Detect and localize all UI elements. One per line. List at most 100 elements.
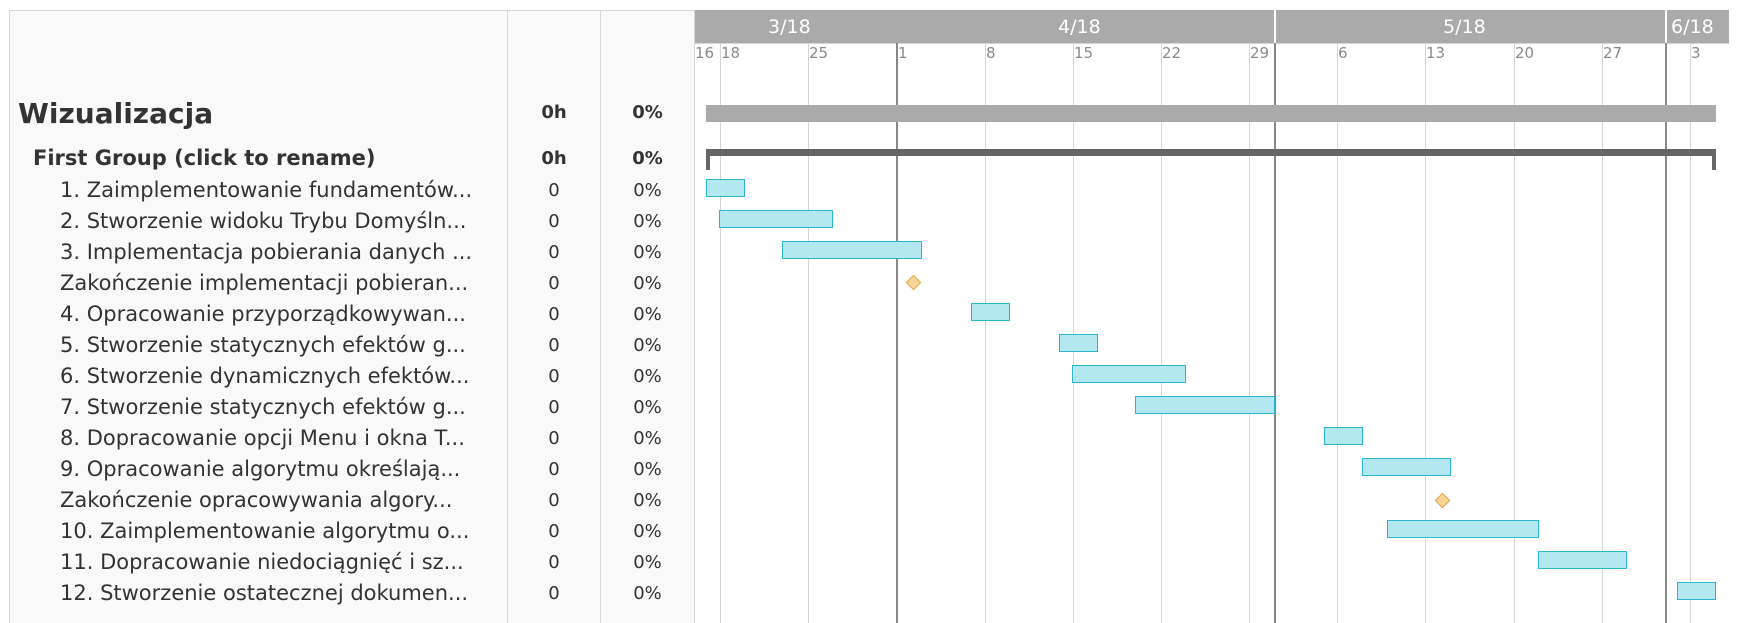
task-name[interactable]: 4. Opracowanie przyporządkowywan... xyxy=(60,302,466,326)
task-name[interactable]: 1. Zaimplementowanie fundamentów... xyxy=(60,178,473,202)
week-gridline xyxy=(720,43,721,623)
task-name-column xyxy=(9,10,507,623)
task-bar[interactable] xyxy=(1362,458,1451,476)
week-gridline xyxy=(1073,43,1074,623)
column-divider xyxy=(600,10,601,623)
task-bar[interactable] xyxy=(706,179,745,197)
task-name[interactable]: 11. Dopracowanie niedociągnięć i sz... xyxy=(60,550,464,574)
project-title[interactable]: Wizualizacja xyxy=(18,97,214,130)
month-label: 6/18 xyxy=(1671,16,1714,38)
task-name[interactable]: 6. Stworzenie dynamicznych efektów... xyxy=(60,364,470,388)
milestone-diamond-icon[interactable] xyxy=(905,274,922,291)
header-divider xyxy=(695,43,1729,44)
task-hours: 0 xyxy=(548,583,560,604)
group-percent: 0% xyxy=(632,148,663,169)
task-name[interactable]: 7. Stworzenie statycznych efektów g... xyxy=(60,395,466,419)
task-hours: 0 xyxy=(548,366,560,387)
month-gridline xyxy=(1665,43,1667,623)
task-hours: 0 xyxy=(548,428,560,449)
group-hours: 0h xyxy=(541,148,567,169)
month-label: 5/18 xyxy=(1443,16,1486,38)
milestone-name[interactable]: Zakończenie opracowywania algory... xyxy=(60,488,453,512)
month-label: 3/18 xyxy=(768,16,811,38)
task-name[interactable]: 8. Dopracowanie opcji Menu i okna T... xyxy=(60,426,465,450)
task-percent: 0% xyxy=(633,211,662,232)
week-gridline xyxy=(985,43,986,623)
task-hours: 0 xyxy=(548,180,560,201)
week-label: 27 xyxy=(1603,44,1623,62)
week-label: 29 xyxy=(1250,44,1270,62)
project-hours: 0h xyxy=(541,102,567,123)
task-percent: 0% xyxy=(633,459,662,480)
task-hours: 0 xyxy=(548,304,560,325)
week-label: 15 xyxy=(1074,44,1094,62)
group-bar[interactable] xyxy=(706,149,1716,156)
task-percent: 0% xyxy=(633,335,662,356)
week-label: 18 xyxy=(721,44,741,62)
task-percent: 0% xyxy=(633,304,662,325)
task-percent: 0% xyxy=(633,242,662,263)
month-separator xyxy=(1274,10,1276,43)
week-label: 1 xyxy=(898,44,908,62)
task-name[interactable]: 10. Zaimplementowanie algorytmu o... xyxy=(60,519,470,543)
milestone-diamond-icon[interactable] xyxy=(1434,492,1451,509)
month-gridline xyxy=(896,43,898,623)
task-hours: 0 xyxy=(548,490,560,511)
task-hours: 0 xyxy=(548,242,560,263)
month-separator xyxy=(1665,10,1667,43)
task-percent: 0% xyxy=(633,366,662,387)
project-bar[interactable] xyxy=(706,105,1716,122)
task-percent: 0% xyxy=(633,397,662,418)
task-hours: 0 xyxy=(548,335,560,356)
task-name[interactable]: 9. Opracowanie algorytmu określają... xyxy=(60,457,461,481)
task-hours: 0 xyxy=(548,552,560,573)
task-bar[interactable] xyxy=(719,210,833,228)
task-name[interactable]: 5. Stworzenie statycznych efektów g... xyxy=(60,333,466,357)
project-percent: 0% xyxy=(632,102,663,123)
milestone-name[interactable]: Zakończenie implementacji pobieran... xyxy=(60,271,469,295)
left-border xyxy=(9,10,10,623)
task-hours: 0 xyxy=(548,273,560,294)
month-label: 4/18 xyxy=(1058,16,1101,38)
task-bar[interactable] xyxy=(1072,365,1186,383)
task-bar[interactable] xyxy=(1135,396,1275,414)
task-hours: 0 xyxy=(548,459,560,480)
month-gridline xyxy=(1274,43,1276,623)
week-label: 13 xyxy=(1426,44,1446,62)
month-header xyxy=(695,10,1729,43)
column-divider xyxy=(507,10,508,623)
task-bar[interactable] xyxy=(971,303,1010,321)
task-name[interactable]: 12. Stworzenie ostatecznej dokumen... xyxy=(60,581,469,605)
group-bar-right-cap xyxy=(1712,149,1716,170)
week-label: 8 xyxy=(986,44,996,62)
week-gridline xyxy=(1161,43,1162,623)
group-title[interactable]: First Group (click to rename) xyxy=(33,146,376,170)
task-name[interactable]: 2. Stworzenie widoku Trybu Domyśln... xyxy=(60,209,467,233)
group-bar-left-cap xyxy=(706,149,710,170)
week-label: 20 xyxy=(1515,44,1535,62)
task-bar[interactable] xyxy=(782,241,922,259)
week-gridline xyxy=(1514,43,1515,623)
task-bar[interactable] xyxy=(1677,582,1716,600)
task-percent: 0% xyxy=(633,521,662,542)
week-label: 6 xyxy=(1338,44,1348,62)
task-hours: 0 xyxy=(548,521,560,542)
task-percent: 0% xyxy=(633,428,662,449)
week-label: 16 xyxy=(695,44,715,62)
week-gridline xyxy=(1337,43,1338,623)
task-percent: 0% xyxy=(633,180,662,201)
task-bar[interactable] xyxy=(1538,551,1627,569)
task-bar[interactable] xyxy=(1387,520,1539,538)
task-name[interactable]: 3. Implementacja pobierania danych ... xyxy=(60,240,473,264)
week-label: 3 xyxy=(1691,44,1701,62)
task-hours: 0 xyxy=(548,397,560,418)
hours-column xyxy=(508,10,600,623)
task-bar[interactable] xyxy=(1059,334,1098,352)
week-gridline xyxy=(808,43,809,623)
week-gridline xyxy=(1425,43,1426,623)
task-bar[interactable] xyxy=(1324,427,1363,445)
task-hours: 0 xyxy=(548,211,560,232)
week-gridline xyxy=(1690,43,1691,623)
week-gridline xyxy=(1602,43,1603,623)
